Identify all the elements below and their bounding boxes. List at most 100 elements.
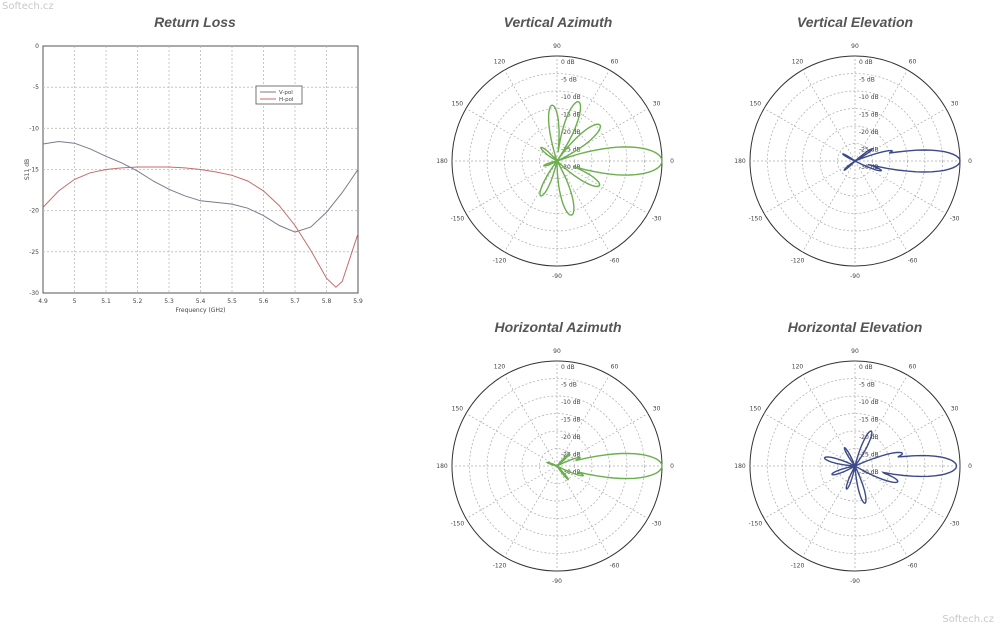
radial-tick-label: -30 dB (859, 469, 879, 476)
radial-tick-label: -25 dB (561, 452, 581, 459)
horizontal-azimuth-chart: 0 30 60 90 120 150 180 -150 -120 -90 -60 -30 0 dB -5 … (436, 348, 674, 585)
radiation-pattern (842, 148, 961, 173)
polar-ring (469, 378, 645, 554)
angle-label: -90 (850, 273, 860, 280)
x-tick-label: 5.8 (322, 298, 332, 305)
radial-tick-label: -5 dB (561, 382, 577, 389)
series-line-h-pol (42, 166, 359, 288)
angle-label: 120 (494, 363, 506, 370)
angle-label: 60 (611, 58, 619, 65)
y-tick-label: -15 (29, 167, 39, 174)
angle-label: 120 (792, 363, 804, 370)
vertical-elevation-title: Vertical Elevation (796, 14, 914, 30)
horizontal-elevation-title: Horizontal Elevation (787, 319, 923, 335)
y-axis-label: S11 dB (24, 159, 31, 180)
angle-label: 30 (653, 406, 661, 413)
return-loss-title: Return Loss (154, 14, 236, 30)
angle-label: -60 (610, 258, 620, 265)
radiation-pattern (545, 452, 663, 481)
angle-label: 150 (452, 406, 464, 413)
radial-tick-label: -15 dB (561, 112, 581, 119)
x-tick-label: 5.9 (353, 298, 363, 305)
y-tick-label: -5 (33, 84, 39, 91)
polar-ring (469, 73, 645, 249)
polar-spoke (504, 160, 558, 253)
legend-label: V-pol (279, 90, 293, 96)
radial-tick-label: -30 dB (561, 164, 581, 171)
polar-ring (767, 378, 943, 554)
vertical-azimuth-title: Vertical Azimuth (503, 14, 613, 30)
x-tick-label: 5.7 (290, 298, 300, 305)
angle-label: -30 (652, 521, 662, 528)
polar-spoke (556, 413, 649, 467)
angle-label: -60 (610, 563, 620, 570)
angle-label: -60 (908, 563, 918, 570)
radial-tick-label: -10 dB (561, 399, 581, 406)
angle-label: -150 (451, 521, 465, 528)
return-loss-chart: 4.9 5 5.1 5.2 5.3 5.4 5.5 5.6 5.7 5.8 5.9 0 -5 -10 -15… (24, 43, 363, 314)
series-line-v-pol (42, 140, 359, 233)
polar-spoke (504, 374, 558, 467)
polar-ring (819, 125, 891, 197)
x-tick-label: 5.6 (259, 298, 269, 305)
vertical-elevation-chart: 0 30 60 90 120 150 180 -150 -120 -90 -60 -30 0 dB -5 … (734, 43, 972, 280)
radiation-pattern (539, 100, 663, 216)
radial-tick-label: -20 dB (561, 129, 581, 136)
polar-spoke (763, 160, 856, 214)
polar-spoke (802, 69, 856, 162)
angle-label: -30 (950, 521, 960, 528)
polar-spoke (556, 465, 610, 558)
angle-label: 60 (909, 58, 917, 65)
radial-tick-label: -10 dB (561, 94, 581, 101)
angle-label: -30 (950, 216, 960, 223)
angle-label: -150 (749, 521, 763, 528)
x-tick-label: 5.4 (196, 298, 206, 305)
angle-label: 90 (851, 43, 859, 50)
angle-label: 150 (750, 406, 762, 413)
polar-spoke (854, 413, 947, 467)
radial-tick-label: 0 dB (561, 364, 575, 371)
y-tick-label: -20 (29, 208, 39, 215)
radial-tick-label: -20 dB (561, 434, 581, 441)
legend-label: H-pol (279, 97, 294, 103)
angle-label: 30 (653, 101, 661, 108)
y-tick-label: -25 (29, 249, 39, 256)
polar-spoke (763, 465, 856, 519)
polar-spoke (802, 160, 856, 253)
radial-tick-label: -5 dB (859, 382, 875, 389)
y-tick-label: -30 (29, 290, 39, 297)
angle-label: 90 (553, 43, 561, 50)
horizontal-elevation-chart: 0 30 60 90 120 150 180 -150 -120 -90 -60 -30 0 dB -5 … (734, 348, 972, 585)
polar-spoke (465, 465, 558, 519)
y-tick-label: -10 (29, 125, 39, 132)
radial-tick-label: -20 dB (859, 434, 879, 441)
x-tick-label: 4.9 (38, 298, 48, 305)
x-tick-label: 5 (73, 298, 77, 305)
angle-label: 120 (494, 58, 506, 65)
angle-label: 120 (792, 58, 804, 65)
angle-label: 0 (670, 463, 674, 470)
angle-label: 0 (968, 463, 972, 470)
watermark-top: Softech.cz (2, 1, 54, 12)
polar-spoke (465, 160, 558, 214)
radial-tick-label: -25 dB (561, 147, 581, 154)
polar-spoke (802, 465, 856, 558)
polar-spoke (504, 465, 558, 558)
angle-label: 180 (734, 463, 746, 470)
polar-ring (521, 430, 593, 502)
radial-tick-label: -15 dB (859, 112, 879, 119)
angle-label: -120 (493, 563, 507, 570)
radial-tick-label: -10 dB (859, 399, 879, 406)
angle-label: 150 (750, 101, 762, 108)
x-tick-label: 5.1 (101, 298, 111, 305)
angle-label: 180 (436, 463, 448, 470)
angle-label: 180 (734, 158, 746, 165)
radial-tick-label: -5 dB (561, 77, 577, 84)
angle-label: -90 (552, 578, 562, 585)
polar-ring (521, 125, 593, 197)
radial-tick-label: 0 dB (859, 364, 873, 371)
polar-spoke (854, 69, 908, 162)
polar-spoke (556, 160, 649, 214)
radial-tick-label: -20 dB (859, 129, 879, 136)
angle-label: -120 (791, 563, 805, 570)
